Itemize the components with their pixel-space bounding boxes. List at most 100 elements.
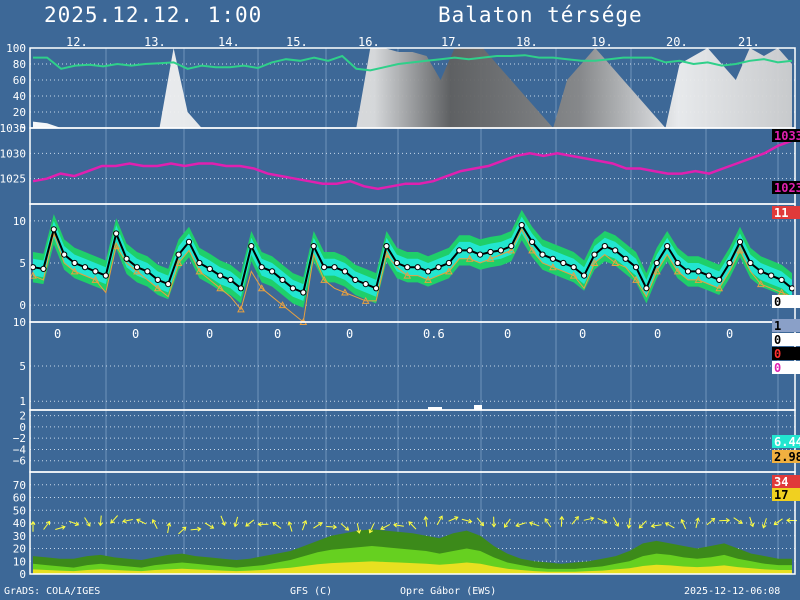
temperature-point (591, 251, 598, 258)
wind-arrow-head (287, 521, 293, 526)
temperature-spread-inner (33, 216, 792, 301)
wind-arrow (626, 517, 632, 529)
wind-arrow-head (773, 521, 778, 526)
temperature-point (414, 264, 421, 271)
temperature-point (341, 268, 348, 275)
wind-arrow-head (302, 519, 308, 525)
wind-arrow-shaft (706, 518, 715, 526)
y-tick-label: 2 (19, 410, 26, 423)
daily-precip-total: 0 (654, 327, 661, 341)
wind-arrow (638, 520, 647, 529)
y-tick-label: 70 (13, 479, 26, 492)
value-box-label: 2.98 (774, 450, 800, 464)
wind-arrow (301, 519, 308, 531)
temperature-point (695, 268, 702, 275)
wind-arrow-shaft (612, 517, 619, 527)
temperature-point (705, 272, 712, 279)
wind-arrow-head (197, 526, 202, 532)
wind-arrow (733, 517, 743, 524)
day-label: 20. (666, 35, 688, 49)
wind-arrow-shaft (326, 525, 337, 528)
temperature-point (477, 251, 484, 258)
wind-arrow-head (574, 515, 579, 521)
dewpoint-point (445, 267, 453, 275)
y-tick-label: 0 (19, 299, 26, 312)
wind-arrow-shaft (301, 520, 307, 531)
wind-arrow-shaft (597, 518, 608, 523)
dewpoint-point (424, 275, 432, 283)
wind-arrow-shaft (719, 519, 730, 522)
value-box-label: 1023 (774, 181, 800, 195)
dewpoint-point (91, 275, 100, 283)
temperature-point (133, 264, 141, 271)
temperature-point (362, 281, 369, 288)
temperature-point (227, 276, 234, 283)
wind-arrow-shaft (749, 516, 754, 527)
wind-arrow-shaft (245, 519, 255, 527)
temperature-point (217, 272, 224, 279)
temperature-point (206, 265, 213, 272)
dewpoint-point (507, 246, 516, 254)
temperature-point (185, 238, 193, 245)
daily-precip-total: 0 (579, 327, 586, 341)
temperature-point (102, 272, 109, 279)
daily-precip-total: 0.6 (423, 327, 445, 341)
temperature-point (549, 255, 557, 262)
wind-arrow-head (233, 522, 239, 528)
dewpoint-point (673, 267, 682, 275)
value-box (772, 347, 800, 360)
wind-arrow (680, 518, 687, 530)
wind-arrow (706, 517, 716, 526)
wind-arrow (30, 520, 36, 532)
y-tick-label: 0 (19, 568, 26, 581)
wind-arrow-head (614, 522, 620, 527)
wind-arrow-head (761, 524, 767, 529)
temperature-point (258, 264, 265, 271)
temperature-point (383, 243, 390, 250)
temperature-point (622, 255, 629, 262)
temperature-point (144, 268, 151, 275)
dewpoint-point (652, 267, 661, 275)
wind-arrow (393, 522, 404, 528)
wind-arrow-head (710, 517, 716, 523)
day-label: 21. (738, 35, 760, 49)
temperature-point (757, 268, 764, 275)
daily-precip-total: 0 (274, 327, 281, 341)
wind-arrow-head (491, 523, 497, 528)
value-box-label: 1033 (774, 129, 800, 143)
precip-bar (474, 405, 482, 410)
wind-arrow-head (30, 520, 36, 526)
wind-arrow-head (603, 519, 608, 524)
y-tick-label: 10 (13, 316, 26, 329)
day-label: 18. (516, 35, 538, 49)
wind-arrow-shaft (167, 523, 170, 534)
temperature-point (165, 281, 172, 288)
value-box-label: 17 (774, 488, 788, 502)
wind-arrow-head (393, 522, 398, 528)
dewpoint-point (361, 296, 370, 304)
temperature-point (632, 264, 640, 271)
dewpoint-point (195, 267, 204, 275)
wind-arrow (136, 518, 147, 525)
wind-arrow-head (318, 522, 323, 527)
temperature-point (456, 247, 463, 254)
wind-arrow-head (182, 526, 187, 531)
temperature-point (788, 285, 796, 292)
wind-arrow (719, 517, 731, 523)
wind-arrow-shaft (152, 519, 158, 529)
temperature-point (404, 264, 411, 271)
wind-arrow-shaft (122, 519, 133, 522)
temperature-point (50, 226, 57, 233)
temperature-point (393, 259, 400, 267)
cloud-cover-area (33, 48, 792, 128)
y-tick-label: 0 (19, 421, 26, 434)
wind-arrow (448, 516, 459, 522)
daily-precip-total: 0 (206, 327, 213, 341)
value-box-label: 0 (774, 333, 781, 347)
temperature-point (269, 268, 276, 275)
temperature-point (674, 259, 681, 267)
day-label: 12. (66, 35, 88, 49)
wind-arrow-head (664, 522, 670, 527)
wind-arrow-shaft (583, 517, 594, 521)
wind-arrow-shaft (55, 526, 66, 530)
